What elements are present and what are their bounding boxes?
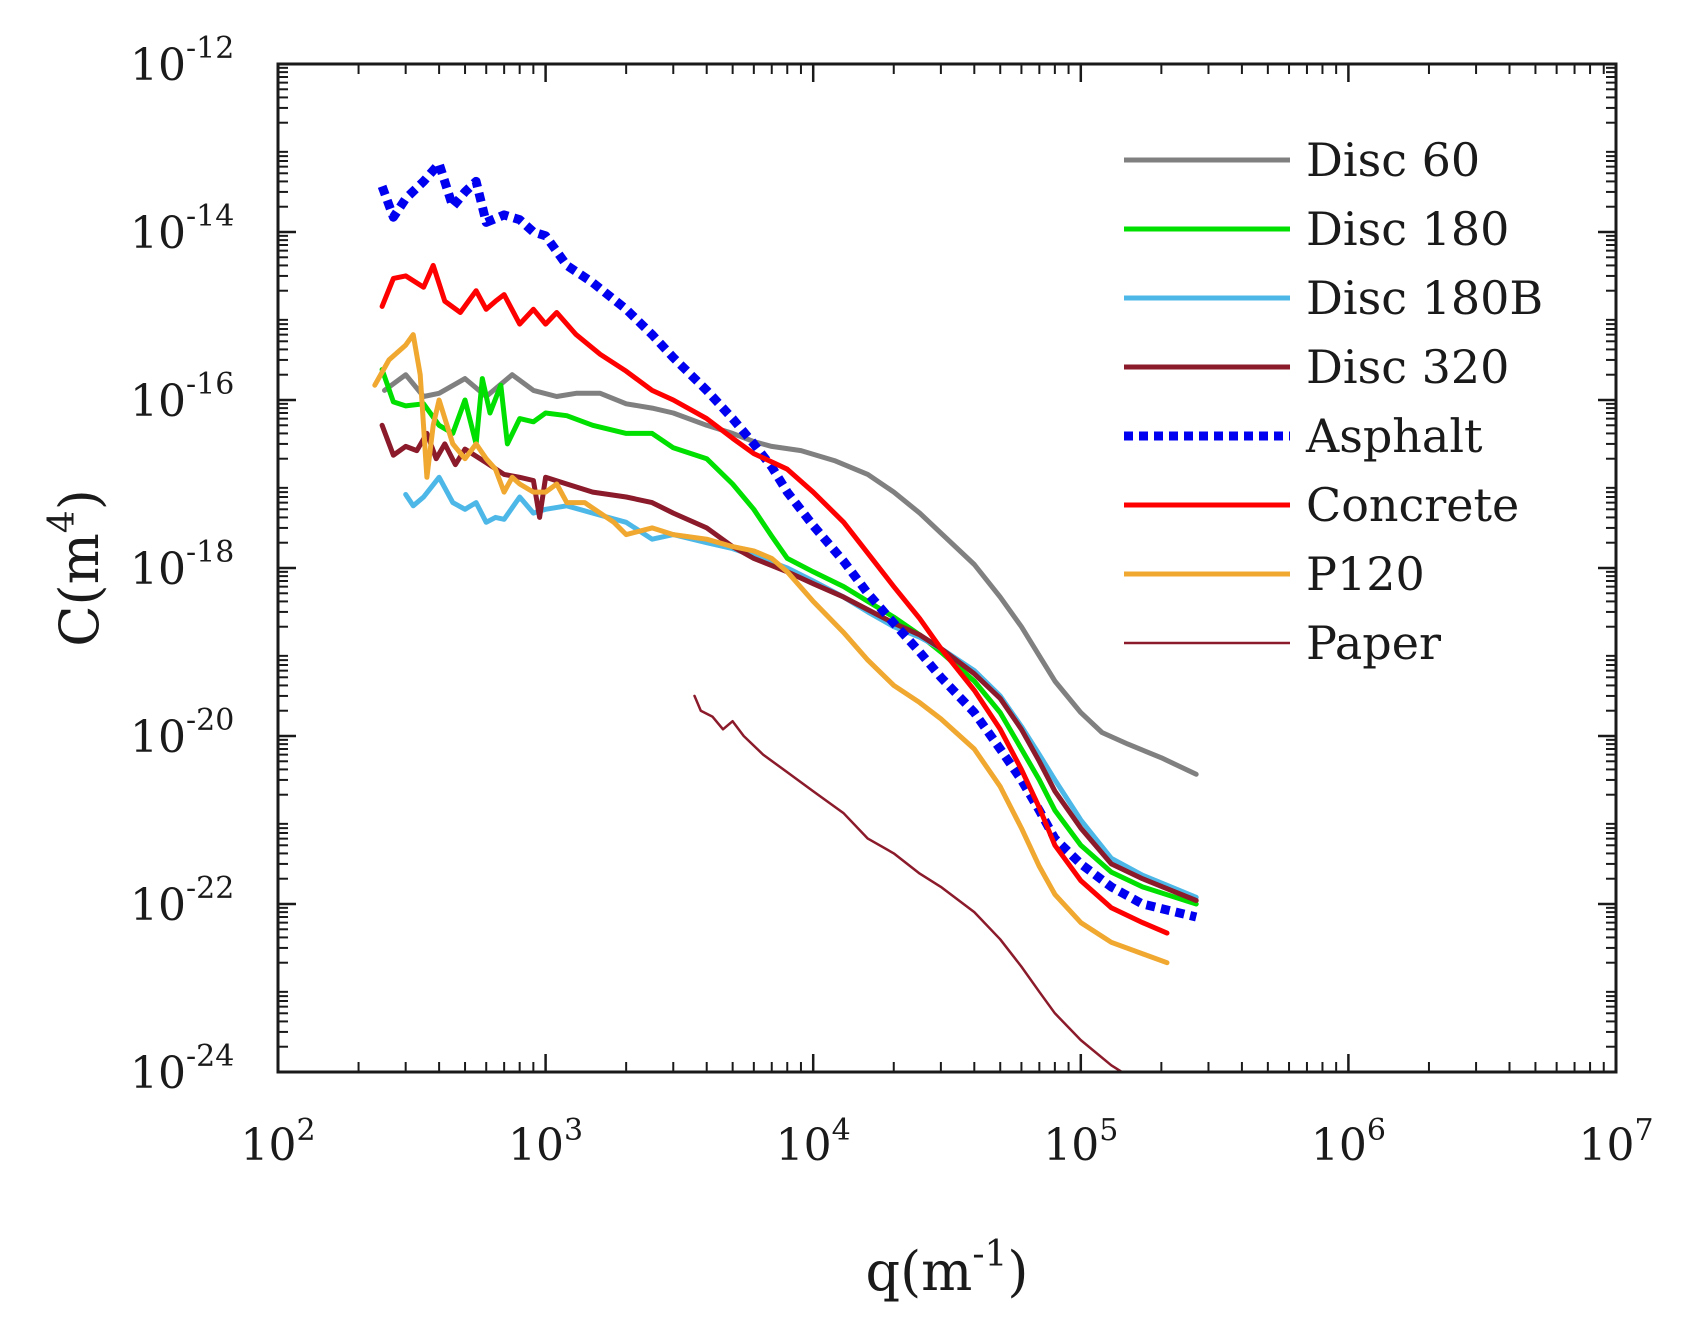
- x-tick-label: 105: [1043, 1113, 1118, 1171]
- series-line-paper: [693, 694, 1125, 1072]
- y-tick-label: 10-14: [130, 199, 234, 259]
- y-axis-title: C(m4): [42, 489, 111, 647]
- legend-label-concrete: Concrete: [1306, 478, 1519, 532]
- legend-label-disc-180: Disc 180: [1306, 202, 1509, 256]
- minor-ticks: [278, 64, 1616, 1072]
- y-tick-label: 10-20: [130, 703, 234, 763]
- y-tick-label: 10-16: [130, 367, 234, 427]
- series-line-disc-180b: [403, 474, 1199, 900]
- series-line-concrete: [379, 262, 1170, 936]
- x-tick-label: 102: [240, 1113, 315, 1171]
- x-tick-label: 104: [776, 1113, 851, 1171]
- legend-label-disc-320: Disc 320: [1306, 340, 1509, 394]
- legend-label-p120: P120: [1306, 547, 1425, 601]
- series-line-disc-320: [379, 422, 1199, 903]
- series-line-asphalt: [377, 159, 1198, 922]
- plot-frame: [276, 62, 1618, 1074]
- series-line-p120: [372, 332, 1170, 966]
- legend-label-paper: Paper: [1306, 616, 1441, 670]
- series-layer: [372, 159, 1199, 1072]
- y-tick-label: 10-24: [130, 1039, 234, 1099]
- y-tick-label: 10-22: [130, 871, 234, 931]
- x-axis-title: q(m-1): [866, 1234, 1029, 1303]
- x-tick-labels: 102 103 104 105 106 107: [240, 1113, 1653, 1171]
- x-tick-label: 107: [1578, 1113, 1653, 1171]
- legend-label-disc-60: Disc 60: [1306, 133, 1480, 187]
- legend: Disc 60 Disc 180 Disc 180B Disc 320 Asphalt C…: [1124, 133, 1543, 670]
- legend-label-disc-180b: Disc 180B: [1306, 271, 1543, 325]
- x-tick-label: 103: [508, 1113, 583, 1171]
- series-line-disc-180: [379, 367, 1199, 907]
- y-tick-label: 10-18: [130, 535, 234, 595]
- y-tick-label: 10-12: [130, 31, 234, 91]
- y-tick-labels: 10-24 10-22 10-20 10-18 10-16 10-14 10-12: [130, 31, 234, 1099]
- legend-label-asphalt: Asphalt: [1305, 409, 1483, 463]
- x-tick-label: 106: [1311, 1113, 1386, 1171]
